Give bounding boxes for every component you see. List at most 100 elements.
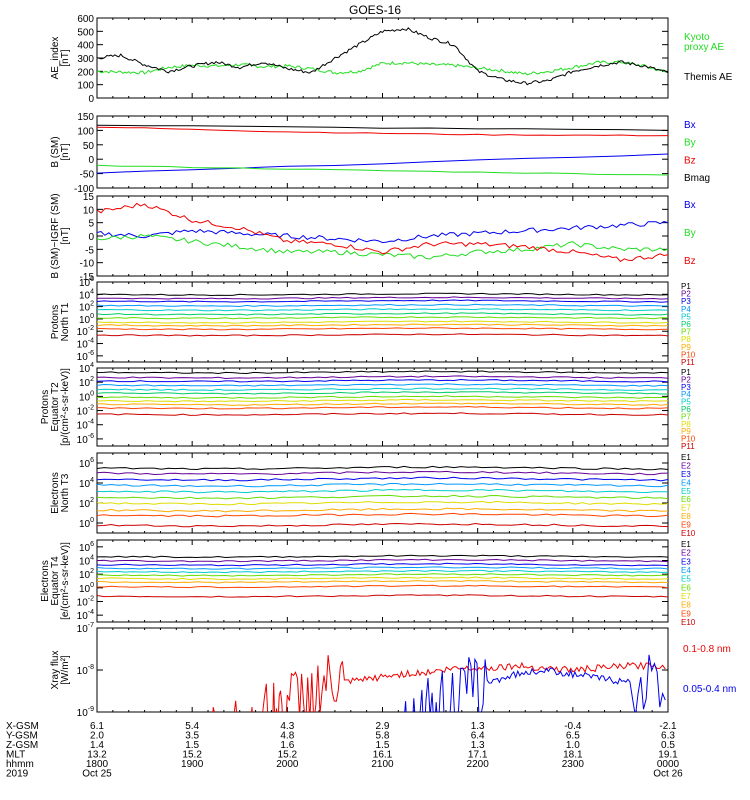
y-tick-label: 10-4 [77, 338, 94, 351]
legend-0.1-0.8-nm: 0.1-0.8 nm [683, 644, 731, 655]
channel-line-e7 [97, 500, 668, 506]
panel-xray: 10-9 10-8 10-7 Xray flux [W/m²] 0.1-0.8 nm 0.0… [50, 622, 736, 719]
channel-line-p9 [97, 402, 668, 406]
y-tick-label: 106 [79, 541, 94, 554]
footer-value: 1.5 [376, 740, 390, 751]
y-tick-label: 100 [79, 517, 94, 530]
channel-label-p7: P7 [681, 412, 691, 421]
channel-line-e2 [97, 558, 668, 563]
channel-line-p8 [97, 320, 668, 324]
y-tick-label: 10-6 [77, 433, 94, 446]
y-tick-label: 400 [77, 41, 94, 52]
y-tick-label: 100 [79, 390, 94, 403]
y-axis-label: Protons [40, 390, 51, 424]
y-axis-label: [nT] [60, 143, 71, 160]
channel-line-e1 [97, 554, 668, 559]
series-bx [97, 220, 668, 244]
y-tick-label: -15 [80, 272, 95, 283]
footer-value: 5.4 [185, 721, 199, 732]
channel-line-e4 [97, 566, 668, 570]
legend-bx: Bx [684, 120, 696, 131]
plot-area [97, 554, 668, 598]
channel-label-p7: P7 [681, 328, 691, 337]
channel-label-e4: E4 [681, 566, 691, 575]
channel-line-e10 [97, 522, 668, 528]
y-axis-label: [nT] [60, 49, 71, 66]
series-kyoto-proxy-ae [97, 59, 668, 76]
footer-value: 19.1 [658, 750, 678, 761]
channel-label-e10: E10 [681, 529, 696, 538]
footer-value: 17.1 [468, 750, 488, 761]
y-axis-label: Protons [50, 305, 61, 339]
footer-label-y-gsm: Y-GSM [6, 731, 38, 742]
legend-0.05-0.4-nm: 0.05-0.4 nm [683, 684, 736, 695]
channel-line-e6 [97, 494, 668, 500]
y-axis-label: Electrons [50, 472, 61, 514]
legend-themis-ae: Themis AE [684, 72, 733, 83]
y-tick-label: 10-8 [77, 664, 94, 677]
y-tick-label: 102 [79, 376, 94, 389]
y-axis-label: [p/(cm²-s-sr-keV)] [60, 368, 71, 446]
channel-label-p8: P8 [681, 420, 691, 429]
channel-label-p10: P10 [681, 435, 696, 444]
series-bmag [97, 124, 668, 131]
channel-line-p8 [97, 398, 668, 403]
channel-line-p6 [97, 312, 668, 316]
footer-value: 1.5 [185, 740, 199, 751]
panel-frame [96, 17, 669, 99]
channel-label-e6: E6 [681, 583, 691, 592]
channel-label-p4: P4 [681, 390, 691, 399]
y-axis-label: Equator T4 [50, 556, 61, 606]
channel-line-e5 [97, 569, 668, 574]
footer-value: 2000 [276, 759, 299, 770]
channel-label-p5: P5 [681, 312, 691, 321]
channel-line-p7 [97, 395, 668, 399]
panel-frame [96, 195, 669, 277]
y-tick-label: 10-6 [77, 350, 94, 363]
channel-line-p5 [97, 387, 668, 392]
channel-label-e9: E9 [681, 521, 691, 530]
footer-value: 15.2 [182, 750, 202, 761]
y-tick-label: 15 [83, 192, 95, 203]
y-tick-label: 10-4 [77, 419, 94, 432]
channel-label-e1: E1 [681, 453, 691, 462]
y-tick-label: 10-7 [77, 622, 94, 635]
channel-label-e6: E6 [681, 495, 691, 504]
channel-label-e8: E8 [681, 601, 691, 610]
legend-by: By [684, 228, 696, 239]
footer-value: 4.3 [280, 721, 294, 732]
panel-b_igrf: -15 -10 -5 0 5 10 15 B (SM)−IGRF (SM) [nT] Bx By Bz [50, 192, 696, 283]
series-by [97, 233, 668, 260]
footer-date-end: Oct 26 [653, 769, 683, 780]
channel-label-e3: E3 [681, 470, 691, 479]
panel-ae: 0 100 200 300 400 500 600 AE_index [nT] Kyotoprox… [50, 14, 733, 105]
channel-label-p2: P2 [681, 375, 691, 384]
channel-line-p2 [97, 375, 668, 380]
channel-label-p9: P9 [681, 343, 691, 352]
footer-value: 6.5 [566, 731, 580, 742]
legend-bmag: Bmag [684, 173, 710, 184]
footer-label-mlt: MLT [6, 750, 25, 761]
footer-value: 3.5 [185, 731, 199, 742]
channel-line-e3 [97, 476, 668, 482]
footer-value: 2.9 [376, 721, 390, 732]
y-axis-label: Xray flux [50, 651, 61, 690]
y-tick-label: 0 [88, 232, 94, 243]
y-tick-label: 102 [79, 301, 94, 314]
channel-line-e8 [97, 507, 668, 513]
footer-value: 0000 [657, 759, 680, 770]
y-axis-label: [W/m²] [60, 655, 71, 685]
channel-label-p8: P8 [681, 335, 691, 344]
y-tick-label: 600 [77, 14, 94, 25]
plot-area [97, 124, 668, 176]
plot-area [97, 292, 668, 337]
footer-value: 4.8 [280, 731, 294, 742]
channel-label-p1: P1 [681, 282, 691, 291]
y-tick-label: 106 [79, 457, 94, 470]
channel-line-p6 [97, 391, 668, 395]
y-tick-label: -50 [80, 170, 95, 181]
channel-line-e8 [97, 579, 668, 584]
